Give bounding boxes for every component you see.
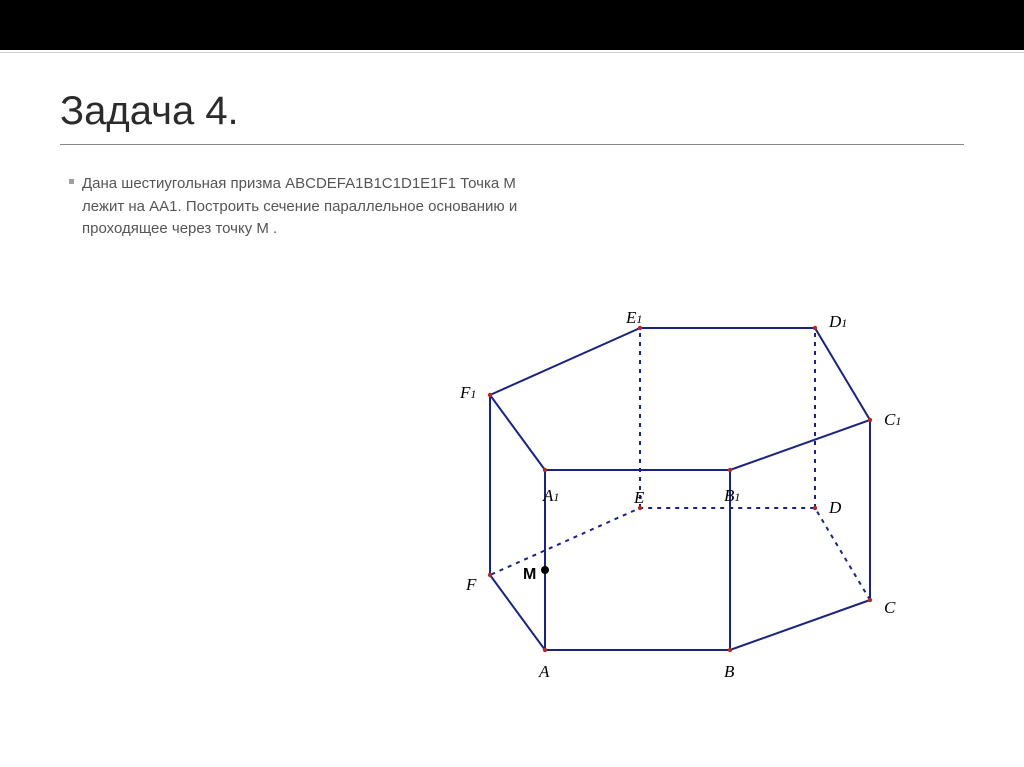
label-E: E: [634, 488, 644, 508]
label-D1: D1: [829, 312, 847, 332]
label-F: F: [466, 575, 476, 595]
bullet-column: [60, 173, 82, 241]
label-C1: C1: [884, 410, 901, 430]
title-underline: [60, 144, 964, 145]
label-B1: B1: [724, 486, 740, 506]
label-E1: E1: [626, 308, 642, 328]
content-area: Задача 4. Дана шестиугольная призма ABCD…: [0, 53, 1024, 241]
label-M: M: [523, 566, 536, 584]
label-C: C: [884, 598, 895, 618]
page-title: Задача 4.: [60, 89, 964, 134]
body-row: Дана шестиугольная призма ABCDEFA1B1C1D1…: [60, 173, 964, 241]
label-F1: F1: [460, 383, 476, 403]
prism-svg: [390, 280, 970, 710]
text-column: Дана шестиугольная призма ABCDEFA1B1C1D1…: [82, 173, 562, 241]
label-A1: A1: [543, 486, 559, 506]
problem-text: Дана шестиугольная призма ABCDEFA1B1C1D1…: [82, 173, 562, 241]
bullet-icon: [69, 179, 74, 184]
top-black-bar: [0, 0, 1024, 50]
label-A: A: [539, 662, 549, 682]
prism-diagram: A B C D E F A1 B1 C1 D1 E1 F1 M: [390, 280, 970, 710]
label-D: D: [829, 498, 841, 518]
label-B: B: [724, 662, 734, 682]
